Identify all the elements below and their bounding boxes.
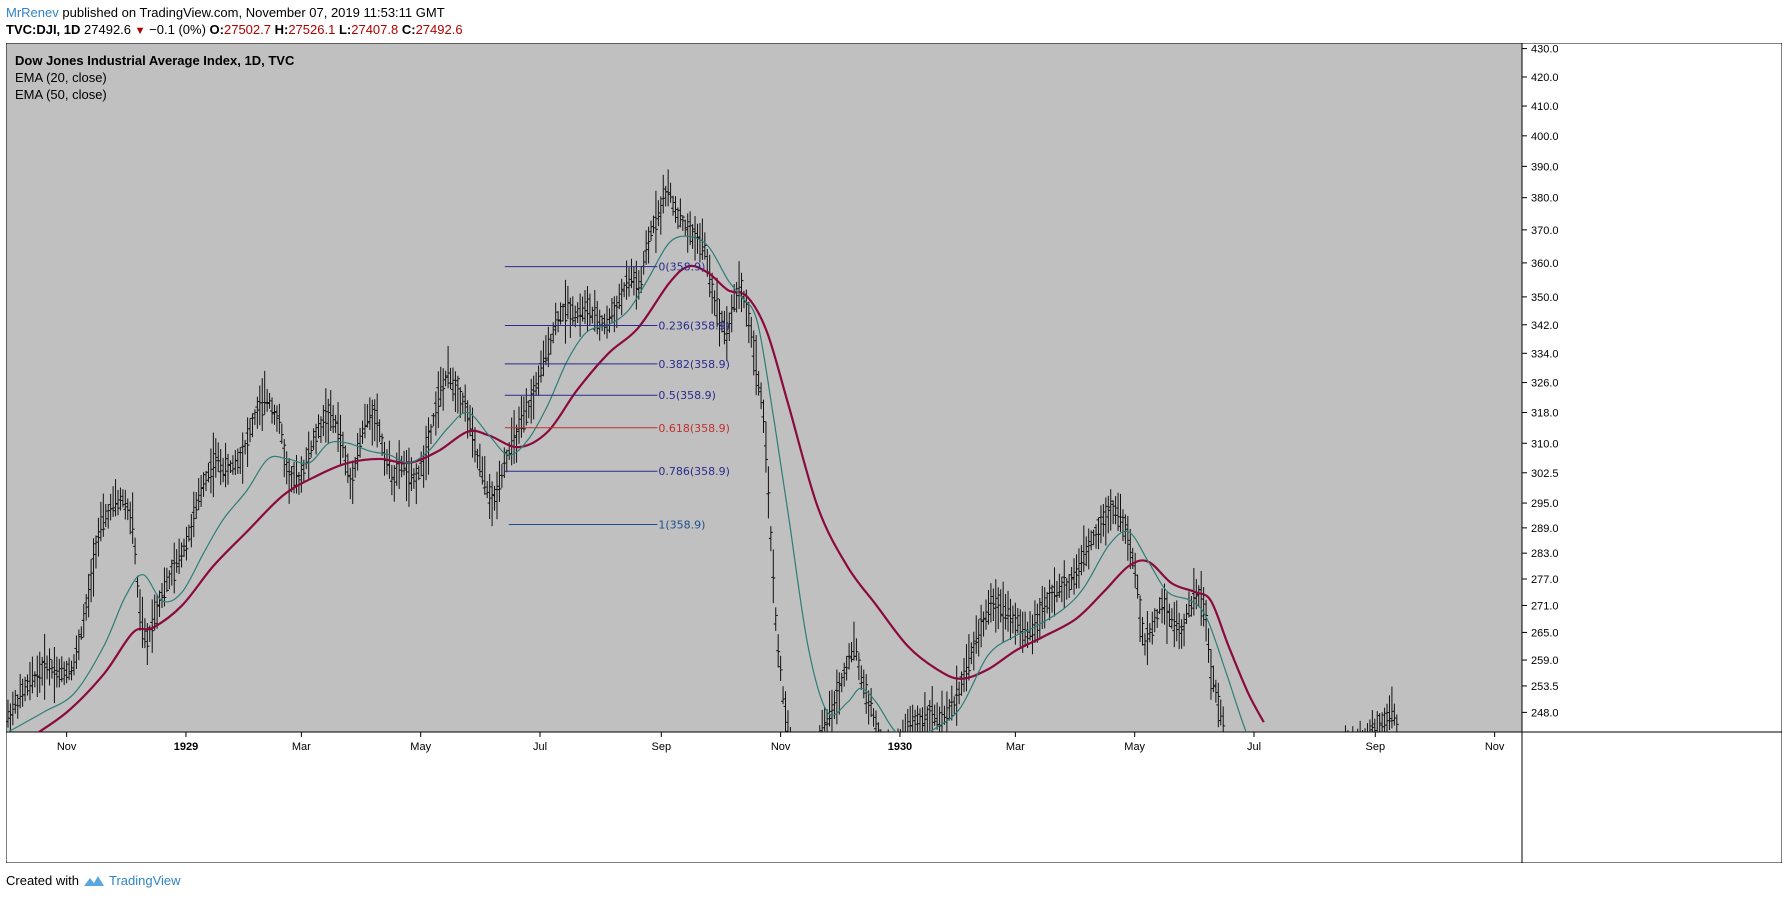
y-tick-label: 277.0 (1531, 574, 1559, 586)
y-tick-label: 420.0 (1531, 72, 1559, 84)
close-label: C: (401, 22, 416, 37)
y-tick-label: 310.0 (1531, 438, 1559, 450)
x-tick-label: Sep (652, 741, 672, 753)
fib-level-label: 0(358.9) (658, 261, 705, 274)
y-tick-label: 302.5 (1531, 468, 1559, 480)
y-tick-label: 380.0 (1531, 193, 1559, 205)
high-value: 27526.1 (288, 22, 336, 37)
plot-layer: 0(358.9) 0.236(358.9) 0.382(358.9) 0.5(358.… (6, 169, 1399, 732)
price-change: −0.1 (0%) (149, 22, 206, 37)
y-tick-label: 360.0 (1531, 258, 1559, 270)
published-text: published on TradingView.com, November 0… (62, 5, 445, 20)
y-tick-label: 430.0 (1531, 44, 1559, 56)
fib-level-label: 0.5(358.9) (658, 389, 716, 402)
y-tick-label: 259.0 (1531, 655, 1559, 667)
y-tick-label: 248.0 (1531, 707, 1559, 719)
chart-svg[interactable]: 0(358.9) 0.236(358.9) 0.382(358.9) 0.5(358.… (6, 43, 1782, 863)
low-label: L: (338, 22, 352, 37)
y-tick-label: 350.0 (1531, 292, 1559, 304)
x-tick-label: 1929 (174, 741, 198, 753)
legend-ema20[interactable]: EMA (20, close) (15, 70, 107, 85)
y-tick-label: 400.0 (1531, 131, 1559, 143)
created-with-text: Created with (6, 873, 79, 888)
chart-title: Dow Jones Industrial Average Index, 1D, … (15, 53, 295, 68)
y-tick-label: 295.0 (1531, 498, 1559, 510)
x-tick-label: Mar (1006, 741, 1025, 753)
y-tick-label: 271.0 (1531, 600, 1559, 612)
high-label: H: (274, 22, 289, 37)
x-tick-label: May (1124, 741, 1145, 753)
author-link[interactable]: MrRenev (6, 5, 59, 20)
fib-level-label: 0.236(358.9) (658, 319, 730, 332)
x-tick-label: Jul (533, 741, 547, 753)
ema20-line (7, 235, 1247, 732)
x-tick-label: Sep (1366, 741, 1386, 753)
footer: Created with TradingView (6, 872, 181, 889)
y-tick-label: 265.0 (1531, 627, 1559, 639)
y-tick-label: 390.0 (1531, 161, 1559, 173)
x-tick-label: May (410, 741, 431, 753)
fib-level-label: 0.382(358.9) (658, 358, 730, 371)
x-tick-label: Jul (1247, 741, 1261, 753)
x-tick-label: Nov (1485, 741, 1505, 753)
fib-level-label: 0.786(358.9) (658, 465, 730, 478)
chart-legend: Dow Jones Industrial Average Index, 1D, … (15, 52, 294, 103)
y-tick-label: 410.0 (1531, 101, 1559, 113)
down-arrow-icon: ▼ (134, 25, 146, 37)
y-tick-label: 334.0 (1531, 348, 1559, 360)
chart-frame[interactable]: 0(358.9) 0.236(358.9) 0.382(358.9) 0.5(358.… (6, 43, 1782, 863)
y-tick-label: 289.0 (1531, 523, 1559, 535)
plot-area[interactable] (6, 43, 1523, 733)
symbol-label: TVC:DJI, 1D (6, 22, 81, 37)
y-tick-label: 342.0 (1531, 320, 1559, 332)
fib-level-label: 1(358.9) (658, 519, 705, 532)
y-tick-label: 370.0 (1531, 225, 1559, 237)
y-tick-label: 253.5 (1531, 681, 1559, 693)
open-label: O: (209, 22, 224, 37)
publish-line: MrRenev published on TradingView.com, No… (6, 4, 445, 21)
y-tick-label: 326.0 (1531, 378, 1559, 390)
low-value: 27407.8 (351, 22, 399, 37)
x-tick-label: Nov (57, 741, 77, 753)
x-tick-label: Mar (292, 741, 311, 753)
fib-level-label: 0.618(358.9) (658, 422, 730, 435)
x-tick-label: 1930 (888, 741, 912, 753)
open-value: 27502.7 (223, 22, 271, 37)
last-price: 27492.6 (84, 22, 132, 37)
x-tick-label: Nov (771, 741, 791, 753)
y-tick-label: 283.0 (1531, 548, 1559, 560)
close-value: 27492.6 (415, 22, 463, 37)
y-tick-label: 318.0 (1531, 408, 1559, 420)
tradingview-brand[interactable]: TradingView (108, 873, 181, 888)
quote-line: TVC:DJI, 1D 27492.6 ▼ −0.1 (0%) O:27502.… (6, 21, 463, 40)
legend-ema50[interactable]: EMA (50, close) (15, 87, 107, 102)
tradingview-logo-icon (83, 875, 104, 886)
ema50-line (36, 264, 1265, 732)
